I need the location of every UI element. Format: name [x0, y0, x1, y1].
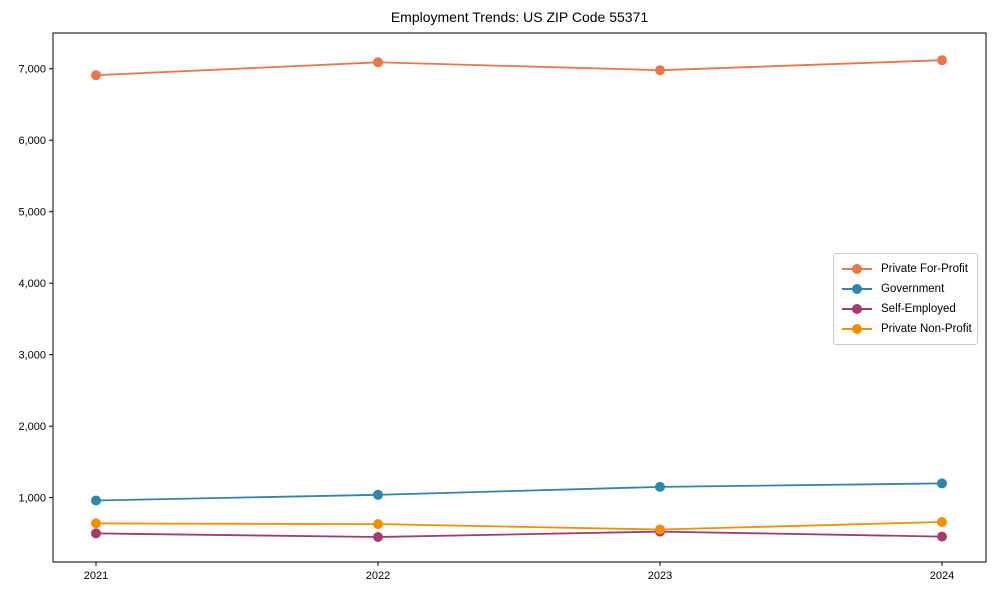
legend-item-self-employed: Self-Employed: [842, 299, 969, 319]
legend-dot-icon: [852, 304, 862, 314]
legend-dot-icon: [852, 324, 862, 334]
point-government-2021: [91, 495, 101, 506]
legend-dot-icon: [852, 284, 862, 294]
x-tick-label: 2022: [366, 570, 390, 582]
point-private-non-profit-2022: [373, 519, 383, 530]
legend-dot-icon: [852, 264, 862, 274]
point-private-for-profit-2022: [373, 57, 383, 68]
point-private-for-profit-2023: [655, 65, 665, 76]
legend: Private For-Profit Government Self-Employe…: [833, 253, 978, 345]
series-line-private-non-profit: [95, 521, 943, 531]
x-tick-label: 2021: [84, 570, 108, 582]
x-tick-label: 2023: [648, 570, 672, 582]
y-tick-label: 1,000: [18, 493, 46, 505]
chart-title: Employment Trends: US ZIP Code 55371: [390, 9, 649, 25]
legend-label-self-employed: Self-Employed: [881, 303, 956, 315]
y-tick-label: 5,000: [18, 207, 46, 219]
legend-marker-private-for-profit: [842, 264, 872, 274]
point-private-non-profit-2021: [91, 518, 101, 529]
point-self-employed-2022: [373, 532, 383, 542]
y-tick-label: 2,000: [18, 421, 46, 433]
point-government-2022: [373, 489, 383, 500]
legend-label-government: Government: [881, 283, 945, 295]
y-tick-label: 4,000: [18, 278, 46, 290]
point-private-for-profit-2024: [937, 55, 947, 66]
series-line-private-for-profit: [95, 59, 943, 77]
y-tick-label: 7,000: [18, 64, 46, 76]
point-self-employed-2021: [91, 528, 101, 539]
legend-marker-self-employed: [842, 304, 872, 314]
point-private-for-profit-2021: [91, 70, 101, 81]
legend-marker-government: [842, 284, 872, 294]
series-line-self-employed: [95, 530, 943, 538]
legend-item-private-for-profit: Private For-Profit: [842, 259, 969, 279]
point-self-employed-2024: [937, 531, 947, 542]
point-government-2024: [937, 478, 947, 489]
plot-border: [52, 32, 987, 563]
point-government-2023: [655, 481, 665, 492]
point-private-non-profit-2023: [655, 524, 665, 535]
point-private-non-profit-2024: [937, 517, 947, 527]
legend-marker-private-non-profit: [842, 324, 872, 334]
legend-item-government: Government: [842, 279, 969, 299]
series-line-government: [95, 482, 943, 502]
legend-item-private-non-profit: Private Non-Profit: [842, 319, 972, 339]
y-tick-label: 3,000: [18, 350, 46, 362]
legend-label-private-for-profit: Private For-Profit: [881, 263, 968, 275]
x-tick-label: 2024: [930, 570, 954, 582]
y-tick-label: 6,000: [18, 135, 46, 147]
legend-label-private-non-profit: Private Non-Profit: [881, 323, 972, 335]
